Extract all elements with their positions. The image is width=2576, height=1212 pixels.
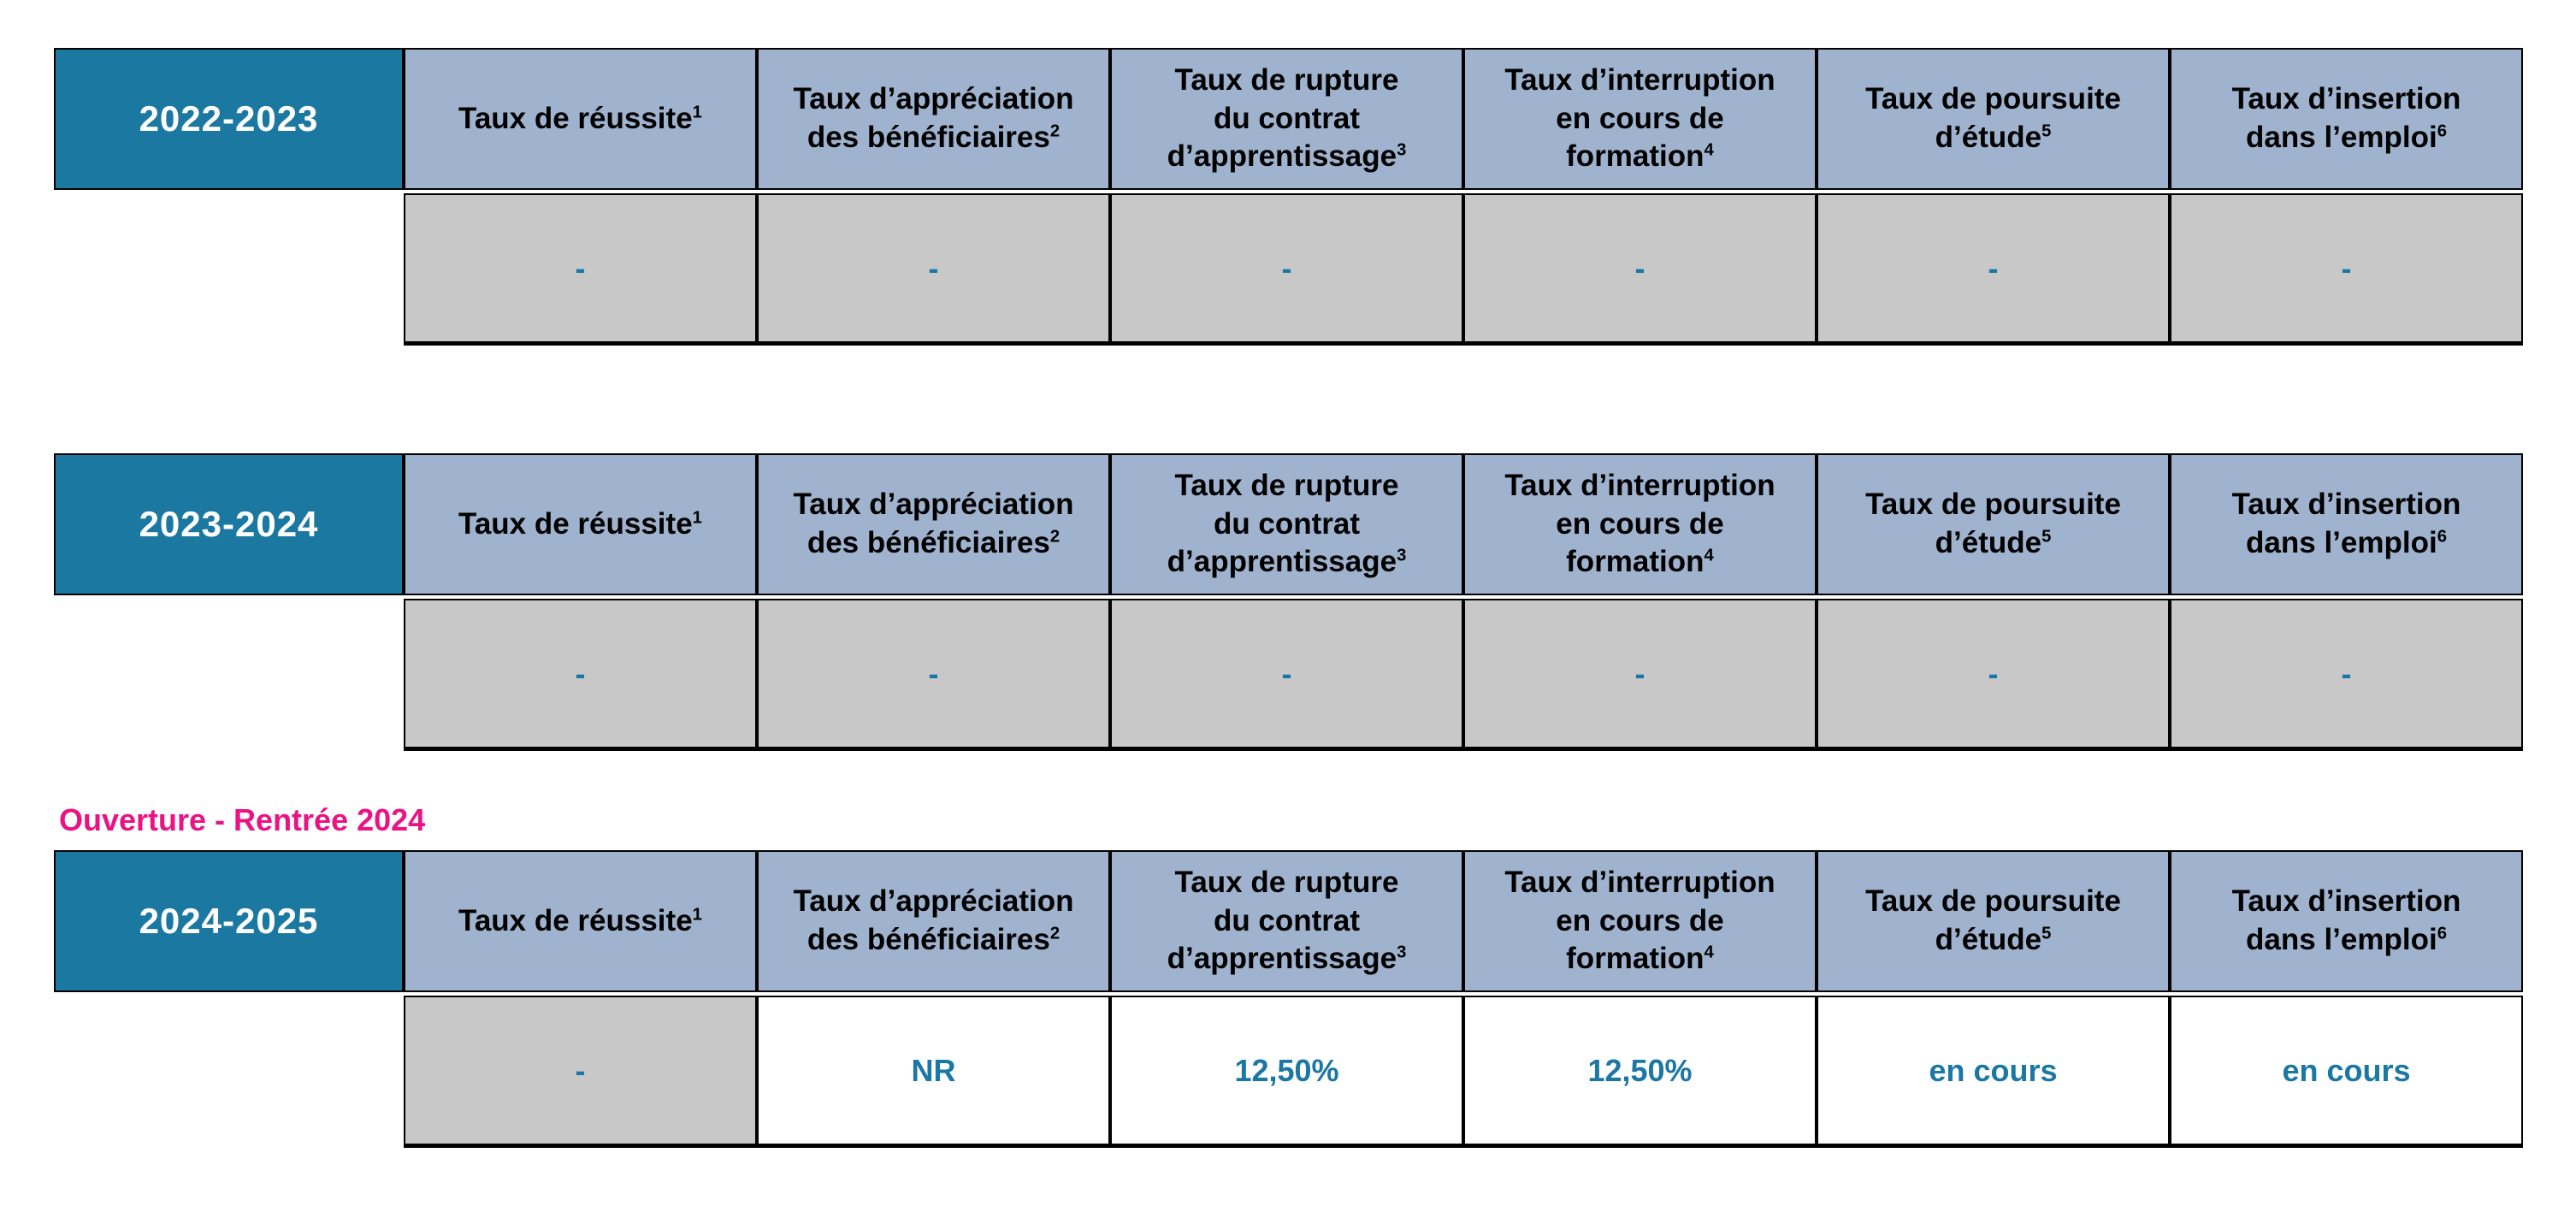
- superscript: 4: [1704, 546, 1714, 565]
- year-cell: 2024-2025: [54, 850, 404, 992]
- value-cell: -: [757, 599, 1110, 751]
- superscript: 5: [2041, 121, 2052, 141]
- superscript: 5: [2041, 924, 2052, 943]
- section-label-ouverture: Ouverture - Rentrée 2024: [59, 802, 426, 837]
- superscript: 3: [1397, 546, 1407, 565]
- results-table-2024-2025: 2024-2025 Taux de réussite1 Taux d’appré…: [54, 847, 2523, 1151]
- data-row: - - - - - -: [54, 599, 2523, 751]
- year-cell: 2022-2023: [54, 48, 404, 190]
- superscript: 3: [1397, 140, 1407, 160]
- column-header-taux-rupture: Taux de rupture du contrat d’apprentissa…: [1110, 850, 1463, 992]
- empty-spacer-cell: [54, 599, 404, 751]
- column-header-taux-insertion: Taux d’insertion dans l’emploi6: [2170, 453, 2523, 595]
- value-cell: -: [1463, 599, 1817, 751]
- column-header-taux-interruption: Taux d’interruption en cours de formatio…: [1463, 453, 1817, 595]
- empty-spacer-cell: [54, 996, 404, 1148]
- column-header-taux-interruption: Taux d’interruption en cours de formatio…: [1463, 850, 1817, 992]
- column-header-taux-appreciation: Taux d’appréciation des bénéficiaires2: [757, 850, 1110, 992]
- superscript: 4: [1704, 140, 1714, 160]
- column-header-taux-interruption: Taux d’interruption en cours de formatio…: [1463, 48, 1817, 190]
- data-row: - - - - - -: [54, 193, 2523, 346]
- column-header-taux-appreciation: Taux d’appréciation des bénéficiaires2: [757, 48, 1110, 190]
- value-cell: -: [2170, 599, 2523, 751]
- value-cell: NR: [757, 996, 1110, 1148]
- superscript: 2: [1049, 924, 1061, 943]
- header-row: 2023-2024 Taux de réussite1 Taux d’appré…: [54, 453, 2523, 595]
- superscript: 6: [2437, 924, 2447, 943]
- column-header-taux-poursuite: Taux de poursuite d’étude5: [1817, 48, 2170, 190]
- superscript: 2: [1049, 527, 1061, 547]
- column-header-taux-rupture: Taux de rupture du contrat d’apprentissa…: [1110, 48, 1463, 190]
- superscript: 5: [2041, 527, 2052, 547]
- value-cell: -: [1817, 599, 2170, 751]
- value-cell: -: [404, 193, 757, 346]
- header-row: 2024-2025 Taux de réussite1 Taux d’appré…: [54, 850, 2523, 992]
- value-cell: en cours: [1817, 996, 2170, 1148]
- value-cell: -: [404, 599, 757, 751]
- superscript: 2: [1049, 121, 1061, 141]
- value-cell: -: [1817, 193, 2170, 346]
- value-cell: -: [1110, 193, 1463, 346]
- superscript: 6: [2437, 527, 2447, 547]
- year-cell: 2023-2024: [54, 453, 404, 595]
- data-row: - NR 12,50% 12,50% en cours en cours: [54, 996, 2523, 1148]
- value-cell: 12,50%: [1463, 996, 1817, 1148]
- value-cell: -: [757, 193, 1110, 346]
- column-header-taux-poursuite: Taux de poursuite d’étude5: [1817, 850, 2170, 992]
- header-row: 2022-2023 Taux de réussite1 Taux d’appré…: [54, 48, 2523, 190]
- superscript: 4: [1704, 943, 1714, 962]
- superscript: 3: [1397, 943, 1407, 962]
- value-cell: -: [1463, 193, 1817, 346]
- results-table-2022-2023: 2022-2023 Taux de réussite1 Taux d’appré…: [54, 44, 2523, 349]
- column-header-taux-appreciation: Taux d’appréciation des bénéficiaires2: [757, 453, 1110, 595]
- column-header-taux-rupture: Taux de rupture du contrat d’apprentissa…: [1110, 453, 1463, 595]
- superscript: 1: [692, 102, 702, 121]
- value-cell: en cours: [2170, 996, 2523, 1148]
- column-header-taux-poursuite: Taux de poursuite d’étude5: [1817, 453, 2170, 595]
- column-header-taux-insertion: Taux d’insertion dans l’emploi6: [2170, 48, 2523, 190]
- superscript: 1: [692, 507, 702, 527]
- value-cell: -: [404, 996, 757, 1148]
- superscript: 1: [692, 904, 702, 924]
- value-cell: -: [2170, 193, 2523, 346]
- empty-spacer-cell: [54, 193, 404, 346]
- column-header-taux-reussite: Taux de réussite1: [404, 453, 757, 595]
- value-cell: -: [1110, 599, 1463, 751]
- superscript: 6: [2437, 121, 2447, 141]
- column-header-taux-reussite: Taux de réussite1: [404, 850, 757, 992]
- column-header-taux-insertion: Taux d’insertion dans l’emploi6: [2170, 850, 2523, 992]
- results-table-2023-2024: 2023-2024 Taux de réussite1 Taux d’appré…: [54, 450, 2523, 754]
- kpi-tables-content: 2022-2023 Taux de réussite1 Taux d’appré…: [54, 44, 2523, 1151]
- column-header-taux-reussite: Taux de réussite1: [404, 48, 757, 190]
- value-cell: 12,50%: [1110, 996, 1463, 1148]
